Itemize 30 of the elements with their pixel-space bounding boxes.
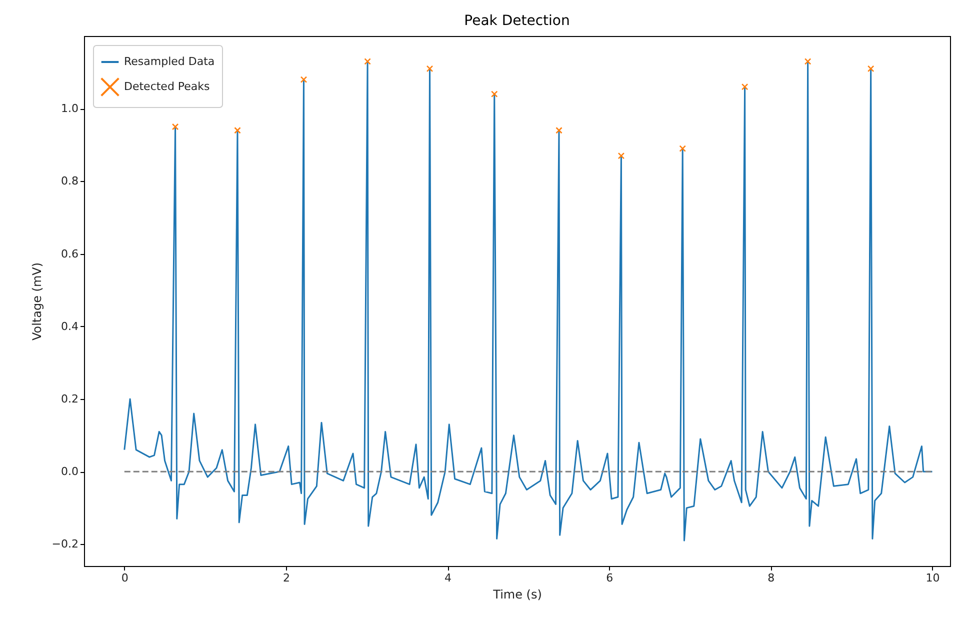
point (490, 90, 498, 98)
legend-label: Resampled Data (124, 55, 215, 68)
point (867, 65, 874, 72)
point (300, 76, 308, 83)
point (364, 58, 371, 65)
point (172, 123, 179, 130)
chart-title: Peak Detection (464, 13, 570, 29)
y-axis-title: Voltage (mV) (30, 262, 44, 341)
y-tick-label: 1.0 (61, 102, 78, 116)
x-tick-label: 2 (282, 572, 290, 584)
y-tick-label: 0.4 (61, 320, 78, 333)
y-tick-label: −0.2 (52, 538, 78, 551)
y-tick-label: 0.2 (61, 392, 78, 406)
y-tick-label: 0.6 (61, 247, 78, 260)
y-tick-label: 0.8 (61, 174, 78, 188)
point (234, 126, 241, 134)
point (679, 145, 686, 152)
legend-label: Detected Peaks (124, 80, 210, 93)
point (804, 58, 812, 65)
point (618, 152, 625, 160)
x-axis-title: Time (s) (492, 588, 542, 602)
x-tick-label: 8 (768, 572, 775, 584)
x-tick-label: 0 (121, 572, 128, 584)
point (426, 65, 434, 72)
y-tick-label: 0.0 (61, 465, 78, 478)
x-tick-label: 4 (444, 572, 452, 584)
point (741, 83, 748, 90)
x-tick-label: 10 (926, 572, 940, 584)
x-tick-label: 6 (606, 572, 614, 584)
point (556, 126, 562, 134)
